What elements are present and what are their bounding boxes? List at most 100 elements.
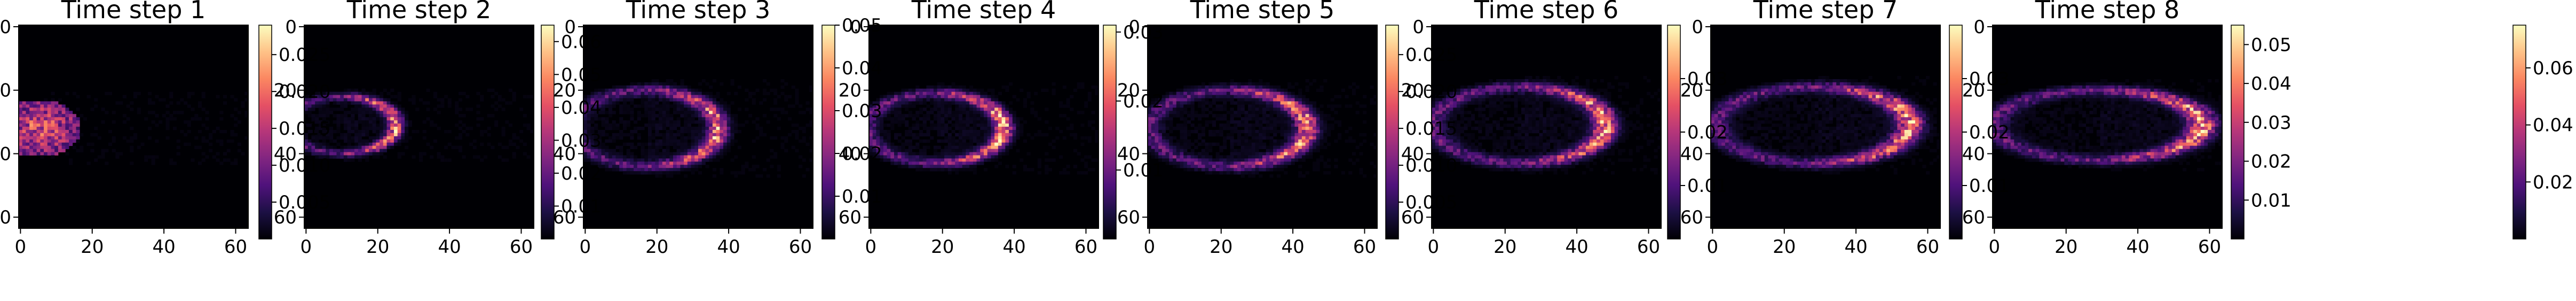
heatmap-cell xyxy=(622,98,627,102)
heatmap-cell xyxy=(872,142,876,146)
heatmap-cell xyxy=(716,136,720,140)
heatmap-cell xyxy=(1226,158,1230,162)
heatmap-cell xyxy=(647,129,652,134)
heatmap-cell xyxy=(662,127,666,130)
heatmap-cell xyxy=(597,139,602,143)
heatmap-cell xyxy=(1198,98,1202,102)
heatmap-cell xyxy=(393,104,398,108)
heatmap-cell xyxy=(1535,82,1539,86)
heatmap-cell xyxy=(590,127,595,130)
heatmap-cell xyxy=(1294,95,1299,98)
heatmap-cell xyxy=(659,124,663,127)
heatmap-cell xyxy=(44,120,48,124)
heatmap-cell xyxy=(1012,136,1016,140)
heatmap-cell xyxy=(1313,79,1317,83)
heatmap-cell xyxy=(687,124,691,127)
y-tick-label: 0 xyxy=(1128,17,1140,38)
heatmap-cell xyxy=(676,91,681,96)
heatmap-cell xyxy=(976,98,981,102)
heatmap-cell xyxy=(1557,107,1561,111)
heatmap-cell xyxy=(58,139,62,143)
heatmap-cell xyxy=(980,95,984,98)
heatmap-cell xyxy=(615,88,620,92)
heatmap-cell xyxy=(1251,136,1255,140)
heatmap-cell xyxy=(998,133,1002,137)
heatmap-cell xyxy=(1276,139,1281,143)
heatmap-cell xyxy=(1259,101,1263,105)
heatmap-cell xyxy=(1276,85,1281,89)
panel-title: Time step 4 xyxy=(911,0,1056,24)
heatmap-cell xyxy=(1223,142,1227,146)
heatmap-cell xyxy=(1169,129,1173,134)
heatmap-cell xyxy=(1190,152,1195,156)
heatmap-cell xyxy=(1201,129,1205,134)
heatmap-cell xyxy=(1194,152,1198,156)
heatmap-cell xyxy=(651,88,655,92)
heatmap-cell xyxy=(343,133,348,137)
panel-title: Time step 3 xyxy=(626,0,771,24)
heatmap-cell xyxy=(1205,152,1209,156)
heatmap-cell xyxy=(669,136,674,140)
heatmap-cell xyxy=(666,155,670,159)
heatmap-cell xyxy=(1208,142,1213,146)
heatmap-panel-1: Time step 102040600204060 xyxy=(0,0,249,258)
heatmap-cell xyxy=(61,145,66,149)
heatmap-cell xyxy=(1284,158,1288,162)
heatmap-cell xyxy=(1539,79,1543,83)
heatmap-cell xyxy=(659,107,663,111)
heatmap-cell xyxy=(709,104,713,108)
heatmap-cell xyxy=(1190,149,1195,152)
heatmap-cell xyxy=(1269,152,1274,156)
heatmap-cell xyxy=(994,95,999,98)
heatmap-cell xyxy=(676,145,681,149)
heatmap-cell xyxy=(1248,152,1252,156)
heatmap-cell xyxy=(1173,165,1177,168)
heatmap-cell xyxy=(1198,117,1202,121)
heatmap-cell xyxy=(912,95,916,98)
heatmap-cell xyxy=(773,136,778,140)
heatmap-cell xyxy=(1012,139,1016,143)
heatmap-cell xyxy=(691,104,695,108)
heatmap-cell xyxy=(354,152,359,156)
heatmap-cell xyxy=(666,117,670,121)
heatmap-cell xyxy=(698,127,702,130)
heatmap-cell xyxy=(641,98,645,102)
heatmap-cell xyxy=(44,145,48,149)
heatmap-cell xyxy=(1334,111,1338,114)
heatmap-cell xyxy=(169,114,173,118)
heatmap-cell xyxy=(984,139,988,143)
heatmap-cell xyxy=(951,101,955,105)
heatmap-cell xyxy=(430,124,434,127)
heatmap-cell xyxy=(1266,155,1270,159)
heatmap-cell xyxy=(80,145,84,149)
heatmap-cell xyxy=(619,111,623,114)
heatmap-cell xyxy=(219,129,224,134)
heatmap-cell xyxy=(612,101,616,105)
heatmap-cell xyxy=(994,120,999,124)
heatmap-cell xyxy=(637,158,641,162)
heatmap-cell xyxy=(1291,152,1295,156)
heatmap-cell xyxy=(1284,149,1288,152)
heatmap-cell xyxy=(583,145,588,149)
heatmap-cell xyxy=(219,117,224,121)
heatmap-cell xyxy=(1169,158,1173,162)
heatmap-cell xyxy=(773,101,778,105)
heatmap-cell xyxy=(915,98,920,102)
heatmap-cell xyxy=(701,127,706,130)
heatmap-cell xyxy=(622,161,627,165)
heatmap-cell xyxy=(905,139,909,143)
heatmap-cell xyxy=(937,152,941,156)
heatmap-cell xyxy=(666,165,670,168)
heatmap-cell xyxy=(351,98,355,102)
heatmap-cell xyxy=(641,104,645,108)
heatmap-cell xyxy=(666,171,670,175)
heatmap-cell xyxy=(1161,129,1166,134)
heatmap-cell xyxy=(1194,98,1198,102)
heatmap-cell xyxy=(947,139,952,143)
heatmap-cell xyxy=(915,165,920,168)
heatmap-cell xyxy=(1155,129,1159,134)
heatmap-cell xyxy=(966,142,970,146)
heatmap-cell xyxy=(705,165,709,168)
heatmap-cell xyxy=(666,95,670,98)
heatmap-cell xyxy=(651,165,655,168)
